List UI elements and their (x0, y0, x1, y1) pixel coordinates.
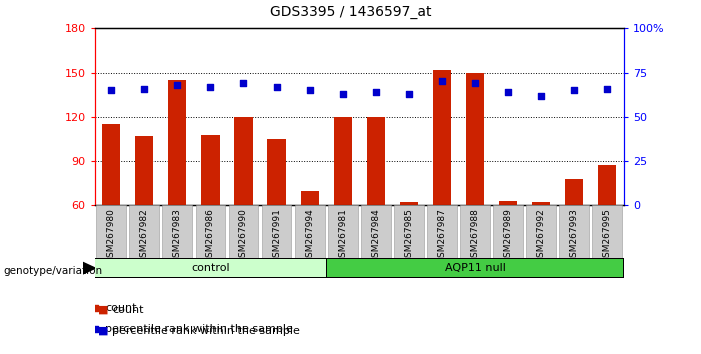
Bar (367, 117, 385, 205)
Bar (592, 205, 622, 260)
Text: control: control (191, 263, 230, 273)
Text: GSM267993: GSM267993 (570, 208, 579, 263)
Text: GSM267980: GSM267980 (107, 208, 116, 263)
Point (337, 91, 348, 97)
Bar (559, 205, 589, 260)
Bar (196, 205, 225, 260)
Text: genotype/variation: genotype/variation (4, 266, 102, 276)
Bar (526, 205, 556, 260)
Polygon shape (83, 262, 95, 274)
Bar (494, 205, 523, 260)
Point (172, 82, 183, 88)
Point (304, 87, 315, 93)
Bar (394, 205, 424, 260)
Bar (532, 202, 550, 205)
Point (205, 84, 216, 90)
Text: GSM267991: GSM267991 (272, 208, 281, 263)
Point (601, 86, 613, 91)
Text: GSM267987: GSM267987 (437, 208, 447, 263)
Text: count: count (105, 303, 137, 313)
Text: GSM267992: GSM267992 (537, 208, 545, 263)
Text: GSM267990: GSM267990 (239, 208, 248, 263)
Point (89, 305, 100, 311)
Bar (598, 166, 616, 205)
Text: GSM267983: GSM267983 (173, 208, 182, 263)
Text: GSM267994: GSM267994 (305, 208, 314, 263)
Point (238, 80, 249, 86)
Bar (427, 205, 457, 260)
Text: GSM267995: GSM267995 (603, 208, 612, 263)
Point (503, 89, 514, 95)
Point (536, 93, 547, 98)
Bar (400, 202, 418, 205)
Bar (361, 205, 390, 260)
Point (470, 80, 481, 86)
Bar (135, 136, 154, 205)
Text: GSM267985: GSM267985 (404, 208, 414, 263)
Bar (301, 190, 319, 205)
Point (370, 89, 381, 95)
Point (106, 87, 117, 93)
Bar (499, 201, 517, 205)
Bar (328, 205, 358, 260)
Bar (95, 259, 325, 277)
Bar (201, 135, 219, 205)
Text: GSM267986: GSM267986 (206, 208, 215, 263)
Bar (130, 205, 159, 260)
Bar (229, 205, 259, 260)
Text: percentile rank within the sample: percentile rank within the sample (112, 326, 300, 336)
Bar (261, 205, 292, 260)
Bar (433, 70, 451, 205)
Point (89, 326, 100, 332)
Bar (268, 139, 286, 205)
Text: ■: ■ (98, 326, 109, 336)
Text: GSM267981: GSM267981 (338, 208, 347, 263)
Bar (466, 73, 484, 205)
Text: GSM267989: GSM267989 (503, 208, 512, 263)
Text: percentile rank within the sample: percentile rank within the sample (105, 324, 293, 334)
Bar (327, 259, 623, 277)
Bar (294, 205, 325, 260)
Bar (234, 117, 252, 205)
Point (403, 91, 414, 97)
Text: AQP11 null: AQP11 null (444, 263, 505, 273)
Point (139, 86, 150, 91)
Point (436, 79, 447, 84)
Text: GDS3395 / 1436597_at: GDS3395 / 1436597_at (270, 5, 431, 19)
Bar (334, 117, 352, 205)
Bar (565, 179, 583, 205)
Bar (460, 205, 490, 260)
Bar (168, 80, 186, 205)
Text: GSM267984: GSM267984 (372, 208, 381, 263)
Bar (163, 205, 192, 260)
Text: GSM267982: GSM267982 (139, 208, 149, 263)
Text: GSM267988: GSM267988 (470, 208, 479, 263)
Text: ■: ■ (98, 305, 109, 315)
Bar (96, 205, 126, 260)
Bar (102, 124, 121, 205)
Text: count: count (112, 305, 144, 315)
Point (271, 84, 283, 90)
Point (569, 87, 580, 93)
